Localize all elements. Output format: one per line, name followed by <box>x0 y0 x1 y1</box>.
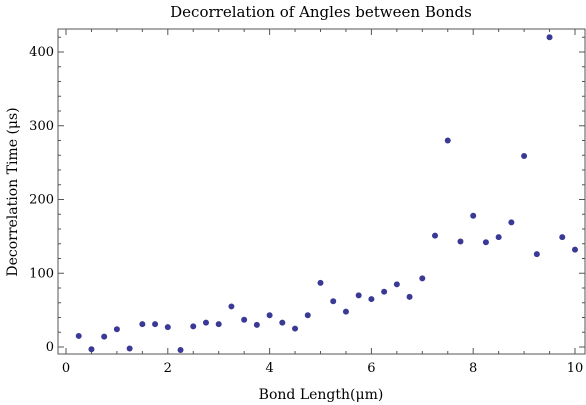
data-point <box>393 281 400 288</box>
data-point <box>241 316 248 323</box>
x-tick-label: 0 <box>62 361 70 376</box>
y-tick-label: 200 <box>29 193 54 208</box>
data-point <box>572 246 578 253</box>
data-point <box>292 325 299 332</box>
data-point <box>432 232 439 239</box>
data-point <box>215 321 222 328</box>
data-point <box>139 321 146 328</box>
data-point <box>75 332 82 339</box>
data-point <box>177 346 184 353</box>
data-point <box>101 333 108 340</box>
data-point <box>368 296 375 303</box>
y-axis-label: Decorrelation Time (μs) <box>5 107 21 276</box>
y-tick-label: 400 <box>29 45 54 60</box>
data-point <box>406 293 413 300</box>
data-point <box>533 251 540 258</box>
data-point <box>126 345 133 352</box>
data-point <box>508 219 515 226</box>
data-point <box>317 279 324 286</box>
y-tick-label: 0 <box>46 340 54 355</box>
data-point <box>330 298 337 305</box>
data-point <box>113 326 120 333</box>
data-point <box>228 303 235 310</box>
data-point <box>559 234 566 241</box>
y-tick-label: 300 <box>29 119 54 134</box>
data-point <box>279 319 286 326</box>
data-point <box>190 323 197 330</box>
data-point <box>355 292 362 299</box>
chart-title: Decorrelation of Angles between Bonds <box>170 3 472 21</box>
data-point <box>152 321 159 328</box>
data-point <box>202 319 209 326</box>
data-point <box>546 34 553 41</box>
data-point <box>470 212 477 219</box>
data-point <box>164 324 171 331</box>
x-tick-label: 4 <box>265 361 273 376</box>
data-point <box>495 234 502 241</box>
y-tick-label: 100 <box>29 266 54 281</box>
x-axis-label: Bond Length(μm) <box>259 387 384 403</box>
data-point <box>266 312 273 319</box>
x-tick-label: 2 <box>164 361 172 376</box>
data-point <box>457 238 464 245</box>
data-point <box>342 308 349 315</box>
data-point <box>444 137 451 144</box>
data-point <box>482 239 489 246</box>
data-point <box>304 312 311 319</box>
y-axis-ticks: 0 100 200 300 400 <box>29 36 585 355</box>
x-tick-label: 6 <box>367 361 375 376</box>
data-point <box>88 346 95 353</box>
plot-frame <box>57 28 586 355</box>
data-point <box>419 275 426 282</box>
data-point <box>253 321 260 328</box>
x-tick-label: 8 <box>469 361 477 376</box>
x-tick-label: 10 <box>567 361 584 376</box>
data-point <box>521 152 528 159</box>
data-point <box>381 288 388 295</box>
data-points <box>75 34 578 353</box>
